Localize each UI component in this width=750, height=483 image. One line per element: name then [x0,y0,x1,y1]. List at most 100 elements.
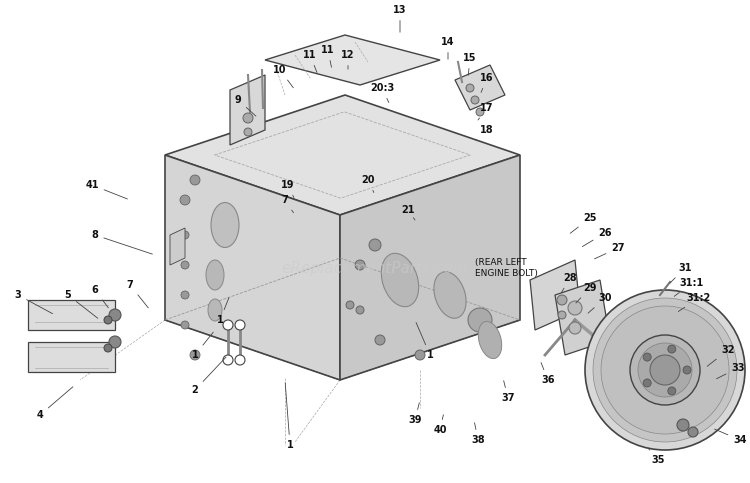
Text: 31:2: 31:2 [678,293,711,312]
Text: 11: 11 [303,50,317,72]
Circle shape [558,311,566,319]
Text: 27: 27 [595,243,625,259]
Text: (REAR LEFT
ENGINE BOLT): (REAR LEFT ENGINE BOLT) [475,258,538,278]
Text: 7: 7 [281,195,293,213]
Circle shape [630,335,700,405]
Circle shape [601,306,729,434]
Text: 10: 10 [273,65,293,88]
Circle shape [638,343,692,397]
Circle shape [346,301,354,309]
Ellipse shape [208,299,222,321]
Circle shape [181,291,189,299]
Text: 39: 39 [408,403,422,425]
Circle shape [235,320,245,330]
Circle shape [688,427,698,437]
Circle shape [356,306,364,314]
Polygon shape [165,155,340,380]
Text: 37: 37 [501,381,515,403]
Polygon shape [28,342,115,372]
Text: 12: 12 [341,50,355,69]
Text: 20: 20 [362,175,375,193]
Polygon shape [530,260,580,330]
Circle shape [569,322,581,334]
Text: 1: 1 [416,323,434,360]
Circle shape [244,128,252,136]
Circle shape [181,321,189,329]
Text: 31: 31 [670,263,692,283]
Circle shape [644,379,651,387]
Text: 1: 1 [192,332,213,360]
Ellipse shape [381,253,419,307]
Circle shape [668,387,676,395]
Circle shape [190,175,200,185]
Text: 26: 26 [583,228,612,247]
Text: 36: 36 [541,363,555,385]
Text: 29: 29 [576,283,597,303]
Text: 20:3: 20:3 [370,83,394,102]
Ellipse shape [478,321,502,358]
Circle shape [180,195,190,205]
Text: 21: 21 [401,205,415,220]
Text: 30: 30 [588,293,612,313]
Text: 14: 14 [441,37,454,59]
Circle shape [476,108,484,116]
Circle shape [466,84,474,92]
Ellipse shape [434,272,466,318]
Circle shape [585,290,745,450]
Polygon shape [555,280,610,355]
Circle shape [104,344,112,352]
Circle shape [369,239,381,251]
Circle shape [593,298,737,442]
Circle shape [104,316,112,324]
Text: 1: 1 [285,383,293,450]
Text: 6: 6 [92,285,108,308]
Polygon shape [170,228,185,265]
Text: 38: 38 [471,423,484,445]
Polygon shape [230,75,265,145]
Circle shape [683,366,691,374]
Circle shape [415,350,425,360]
Text: 3: 3 [15,290,52,313]
Polygon shape [340,155,520,380]
Text: 28: 28 [562,273,577,293]
Text: eReplacementParts.com: eReplacementParts.com [282,260,468,275]
Text: 9: 9 [235,95,256,116]
Text: 25: 25 [570,213,597,233]
Text: 11: 11 [321,45,334,67]
Text: 34: 34 [715,429,747,445]
Text: 5: 5 [64,290,98,318]
Circle shape [557,295,567,305]
Circle shape [243,113,253,123]
Text: 7: 7 [127,280,148,308]
Circle shape [650,355,680,385]
Polygon shape [455,65,505,110]
Text: 1: 1 [217,298,229,325]
Text: 15: 15 [464,53,477,75]
Circle shape [677,419,689,431]
Text: 32: 32 [707,345,735,366]
Circle shape [471,96,479,104]
Circle shape [109,309,121,321]
Circle shape [181,231,189,239]
Text: 4: 4 [37,387,73,420]
Polygon shape [265,35,440,85]
Text: 8: 8 [92,230,152,254]
Circle shape [375,335,385,345]
Circle shape [668,345,676,353]
Circle shape [223,320,233,330]
Text: 18: 18 [476,125,494,140]
Text: 35: 35 [648,448,664,465]
Circle shape [109,336,121,348]
Circle shape [235,355,245,365]
Circle shape [468,308,492,332]
Circle shape [568,301,582,315]
Ellipse shape [206,260,224,290]
Text: 40: 40 [433,415,447,435]
Circle shape [644,353,651,361]
Text: 31:1: 31:1 [674,278,704,297]
Text: 19: 19 [281,180,295,198]
Polygon shape [165,95,520,215]
Circle shape [190,350,200,360]
Circle shape [223,355,233,365]
Circle shape [181,261,189,269]
